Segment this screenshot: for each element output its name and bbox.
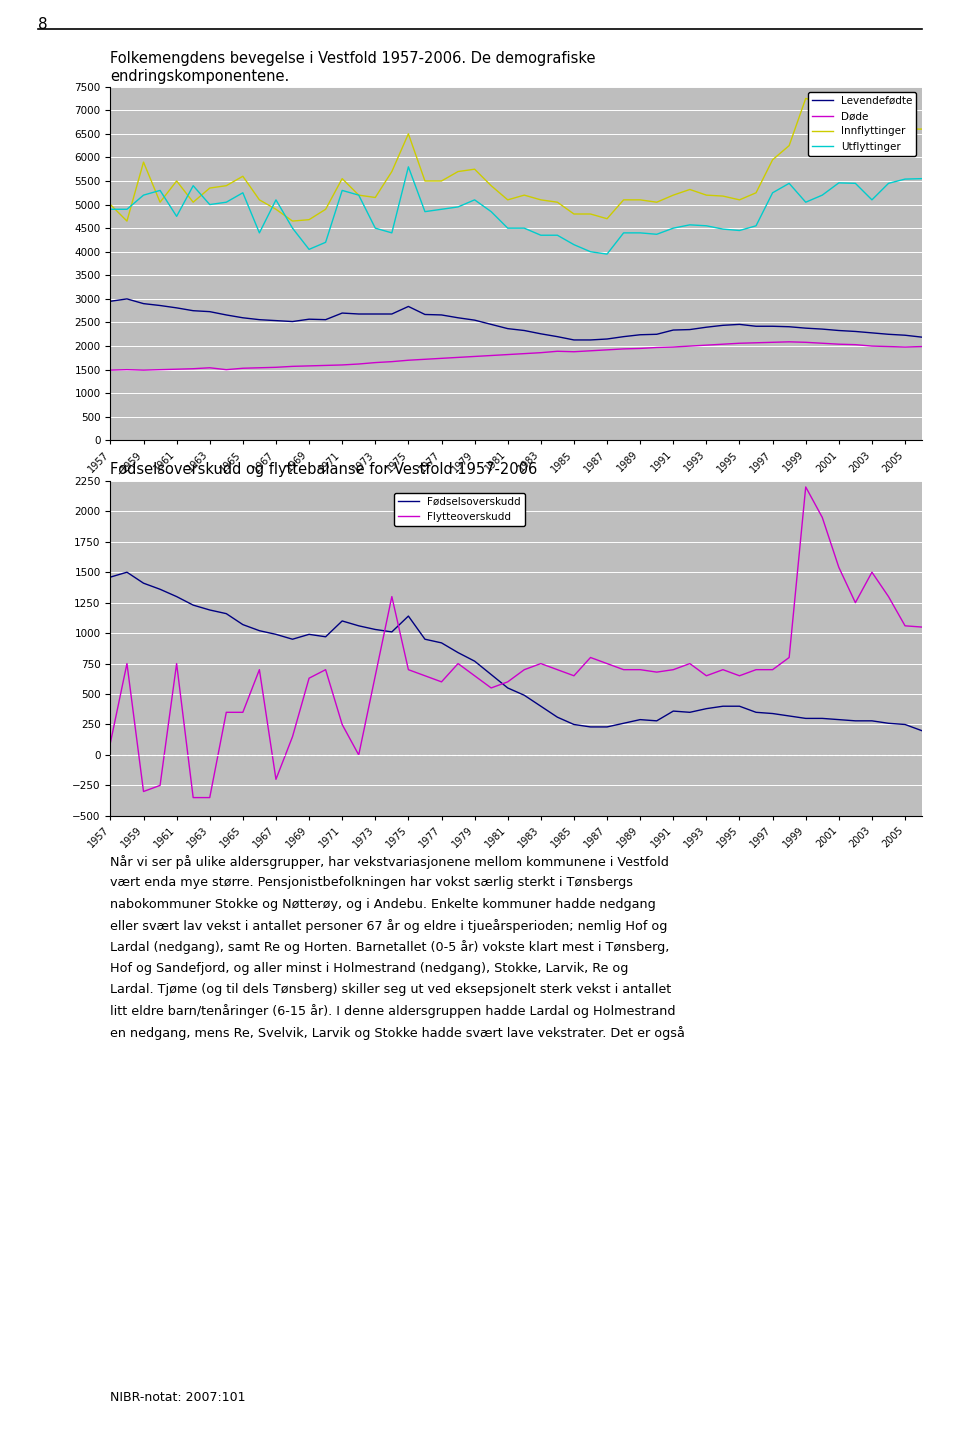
Text: Folkemengdens bevegelse i Vestfold 1957-2006. De demografiske: Folkemengdens bevegelse i Vestfold 1957-… — [110, 51, 596, 65]
Legend: Fødselsoverskudd, Flytteoverskudd: Fødselsoverskudd, Flytteoverskudd — [394, 492, 525, 526]
Text: eller svært lav vekst i antallet personer 67 år og eldre i tjueårsperioden; neml: eller svært lav vekst i antallet persone… — [110, 918, 668, 933]
Text: 8: 8 — [38, 17, 48, 32]
Text: vært enda mye større. Pensjonistbefolkningen har vokst særlig sterkt i Tønsbergs: vært enda mye større. Pensjonistbefolkni… — [110, 877, 634, 890]
Text: nabokommuner Stokke og Nøtterøy, og i Andebu. Enkelte kommuner hadde nedgang: nabokommuner Stokke og Nøtterøy, og i An… — [110, 898, 656, 911]
Text: Lardal (nedgang), samt Re og Horten. Barnetallet (0-5 år) vokste klart mest i Tø: Lardal (nedgang), samt Re og Horten. Bar… — [110, 940, 670, 954]
Text: Fødselsoverskudd og flyttebalanse for Vestfold 1957-2006: Fødselsoverskudd og flyttebalanse for Ve… — [110, 462, 538, 477]
Text: endringskomponentene.: endringskomponentene. — [110, 69, 290, 84]
Legend: Levendefødte, Døde, Innflyttinger, Utflyttinger: Levendefødte, Døde, Innflyttinger, Utfly… — [807, 92, 917, 156]
Text: Når vi ser på ulike aldersgrupper, har vekstvariasjonene mellom kommunene i Vest: Når vi ser på ulike aldersgrupper, har v… — [110, 855, 669, 869]
Text: NIBR-notat: 2007:101: NIBR-notat: 2007:101 — [110, 1391, 246, 1404]
Text: Hof og Sandefjord, og aller minst i Holmestrand (nedgang), Stokke, Larvik, Re og: Hof og Sandefjord, og aller minst i Holm… — [110, 962, 629, 975]
Text: en nedgang, mens Re, Svelvik, Larvik og Stokke hadde svært lave vekstrater. Det : en nedgang, mens Re, Svelvik, Larvik og … — [110, 1025, 685, 1040]
Text: Lardal. Tjøme (og til dels Tønsberg) skiller seg ut ved eksepsjonelt sterk vekst: Lardal. Tjøme (og til dels Tønsberg) ski… — [110, 983, 672, 996]
Text: litt eldre barn/tenåringer (6-15 år). I denne aldersgruppen hadde Lardal og Holm: litt eldre barn/tenåringer (6-15 år). I … — [110, 1005, 676, 1018]
